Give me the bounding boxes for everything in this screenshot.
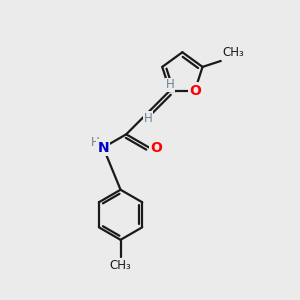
Text: H: H [144, 112, 152, 125]
Text: H: H [91, 136, 99, 149]
Text: CH₃: CH₃ [222, 46, 244, 59]
Text: O: O [151, 141, 163, 154]
Text: CH₃: CH₃ [110, 259, 131, 272]
Text: O: O [189, 84, 201, 98]
Text: H: H [166, 78, 174, 91]
Text: N: N [98, 141, 109, 154]
